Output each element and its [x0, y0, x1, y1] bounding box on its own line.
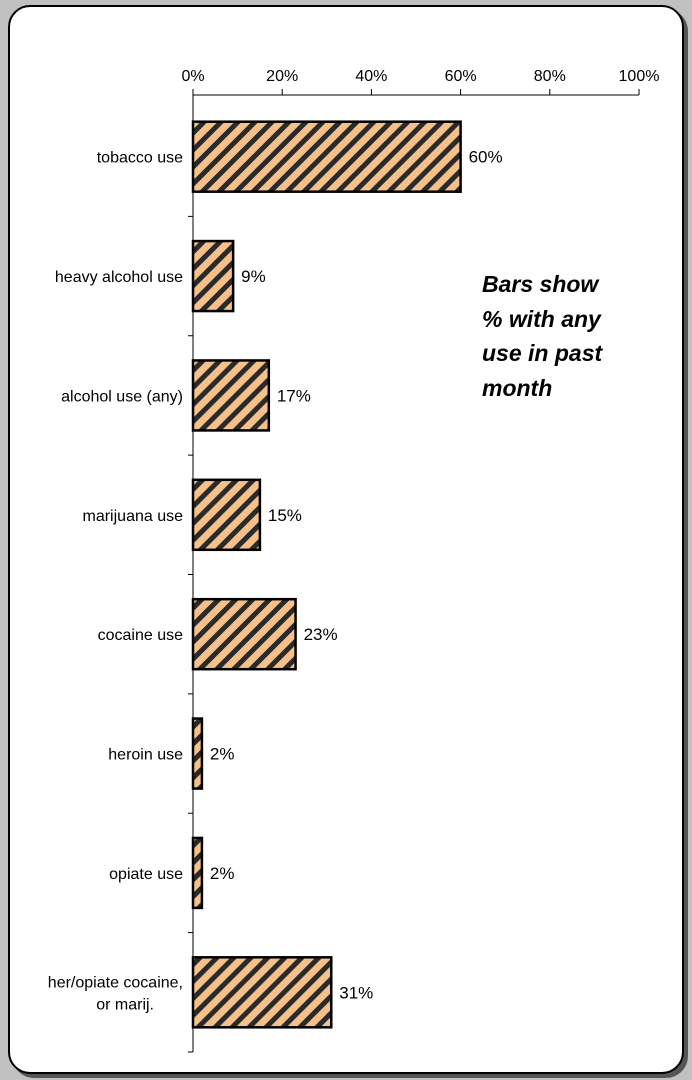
category-label-6: heroin use: [108, 747, 183, 764]
data-label-7: 2%: [210, 864, 235, 883]
data-label-4: 15%: [268, 506, 302, 525]
data-label-8: 31%: [339, 983, 373, 1002]
data-label-5: 23%: [304, 625, 338, 644]
category-label-line: her/opiate cocaine,: [48, 974, 183, 991]
bar-3: [191, 359, 271, 432]
x-tick-label: 0%: [181, 68, 204, 85]
bar-1: [191, 120, 462, 193]
data-label-3: 17%: [277, 386, 311, 405]
x-tick-label: 20%: [266, 68, 298, 85]
category-label-4: marijuana use: [83, 508, 184, 525]
data-label-1: 60%: [469, 148, 503, 167]
x-tick-label: 100%: [619, 68, 660, 85]
bar-2: [191, 239, 235, 313]
bar-7: [191, 836, 204, 910]
bar-8: [191, 956, 333, 1029]
category-label-7: opiate use: [109, 866, 183, 883]
bar-5: [191, 597, 297, 671]
bars: [191, 120, 462, 1029]
category-label-1: tobacco use: [97, 150, 183, 167]
category-label-3: alcohol use (any): [61, 388, 183, 405]
category-label-8: her/opiate cocaine, or marij.: [48, 974, 183, 1013]
labels: 60% tobacco use 9% heavy alcohol use 17% alco…: [48, 148, 503, 1014]
category-label-5: cocaine use: [98, 627, 183, 644]
bar-chart: 0% 20% 40% 60% 80% 100% 60% tobacco use 9% heavy…: [48, 68, 660, 1053]
data-label-6: 2%: [210, 745, 235, 764]
bar-4: [191, 478, 262, 552]
category-label-2: heavy alcohol use: [55, 269, 183, 286]
x-tick-label: 80%: [534, 68, 566, 85]
chart-panel: 0% 20% 40% 60% 80% 100% 60% tobacco use 9% heavy…: [8, 5, 684, 1074]
category-label-line: or marij.: [96, 996, 154, 1013]
axes: 0% 20% 40% 60% 80% 100%: [181, 68, 660, 1053]
x-tick-label: 40%: [355, 68, 387, 85]
chart-annotation: Bars show % with any use in past month: [482, 271, 603, 401]
data-label-2: 9%: [241, 267, 266, 286]
bar-6: [191, 717, 204, 790]
x-tick-label: 60%: [445, 68, 477, 85]
